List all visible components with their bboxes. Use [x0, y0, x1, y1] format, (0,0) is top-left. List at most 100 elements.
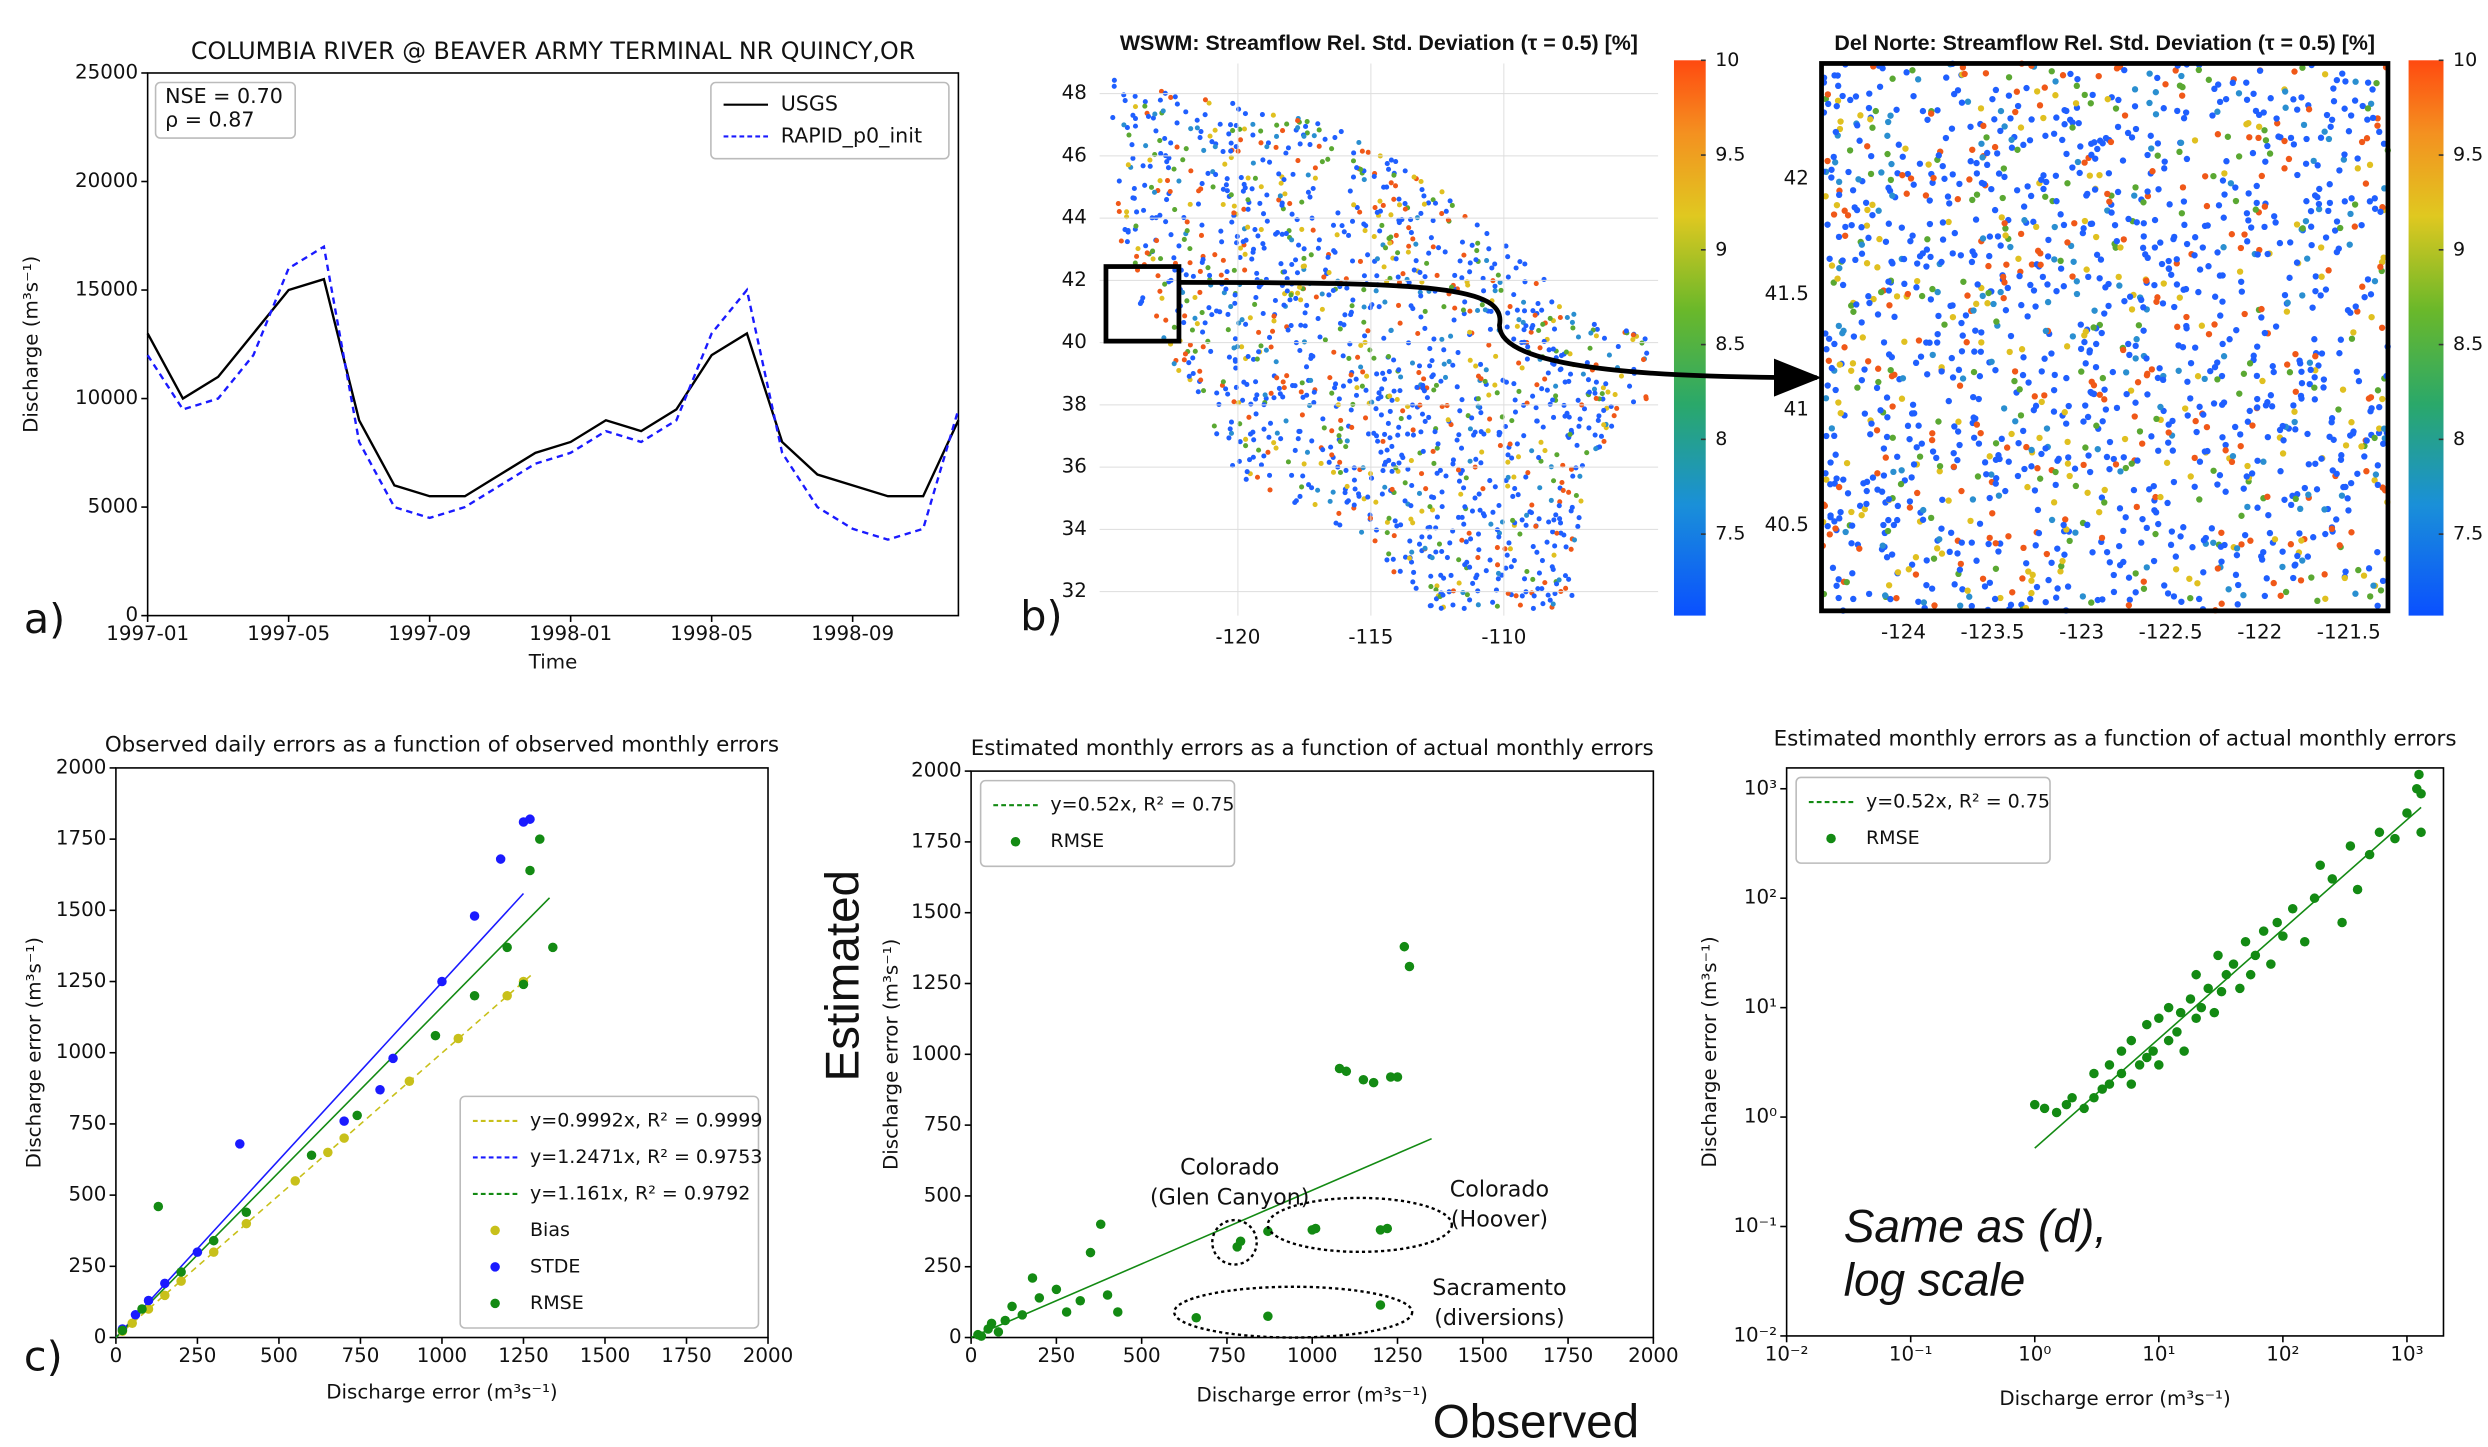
- map-dot: [2312, 288, 2318, 294]
- map-dot: [1238, 439, 1243, 444]
- map-dot: [1309, 438, 1314, 443]
- map-dot: [2196, 404, 2202, 410]
- map-dot: [2144, 152, 2150, 158]
- map-dot: [2278, 593, 2284, 599]
- map-dot: [1564, 544, 1569, 549]
- map-dot: [1435, 273, 1440, 278]
- map-dot: [2141, 586, 2147, 592]
- scatter-point: [160, 1279, 170, 1289]
- map-dot: [1188, 126, 1193, 131]
- map-dot: [2019, 575, 2025, 581]
- map-dot: [2331, 98, 2337, 104]
- map-dot: [2372, 278, 2378, 284]
- map-dot: [1254, 271, 1259, 276]
- map-dot: [1480, 486, 1485, 491]
- map-dot: [1520, 517, 1525, 522]
- map-dot: [1515, 308, 1520, 313]
- map-dot: [2325, 208, 2331, 214]
- map-dot: [1945, 497, 1951, 503]
- map-dot: [1985, 541, 1991, 547]
- map-dot: [1329, 146, 1334, 151]
- map-dot: [2162, 159, 2168, 165]
- map-dot: [1338, 326, 1343, 331]
- map-dot: [1574, 493, 1579, 498]
- map-dot: [1196, 202, 1201, 207]
- map-dot: [1502, 546, 1507, 551]
- map-dot: [1242, 268, 1247, 273]
- map-dot: [2320, 384, 2326, 390]
- map-dot: [2305, 492, 2311, 498]
- annotation: Colorado: [1450, 1176, 1549, 1202]
- legend-label: y=0.9992x, R² = 0.9999: [530, 1109, 762, 1131]
- map-dot: [2338, 452, 2344, 458]
- map-dot: [1530, 323, 1535, 328]
- map-dot: [1271, 440, 1276, 445]
- colorbar-label: 9.5: [2453, 144, 2483, 166]
- scatter-point: [339, 1116, 349, 1126]
- map-dot: [2308, 574, 2314, 580]
- map-dot: [1956, 181, 1962, 187]
- map-dot: [1943, 135, 1949, 141]
- map-dot: [2303, 218, 2309, 224]
- map-dot: [1117, 209, 1122, 214]
- map-dot: [1245, 469, 1250, 474]
- map-dot: [1433, 549, 1438, 554]
- map-dot: [2221, 191, 2227, 197]
- map-dot: [1381, 336, 1386, 341]
- map-dot: [1130, 156, 1135, 161]
- map-dot: [1271, 395, 1276, 400]
- map-dot: [1456, 557, 1461, 562]
- map-dot: [2359, 284, 2365, 290]
- stats-text: ρ = 0.87: [165, 108, 254, 132]
- map-dot: [1279, 181, 1284, 186]
- map-dot: [1433, 201, 1438, 206]
- map-dot: [1535, 301, 1540, 306]
- map-dot: [1495, 604, 1500, 609]
- x-axis-label: Discharge error (m³s⁻¹): [326, 1381, 557, 1404]
- map-dot: [2369, 86, 2375, 92]
- map-dot: [1238, 137, 1243, 142]
- map-dot: [2014, 147, 2020, 153]
- map-dot: [1557, 304, 1562, 309]
- map-dot: [2354, 155, 2360, 161]
- map-dot: [2099, 535, 2105, 541]
- map-dot: [2296, 530, 2302, 536]
- map-dot: [1116, 201, 1121, 206]
- map-dot: [1395, 397, 1400, 402]
- map-dot: [1388, 212, 1393, 217]
- scatter-point: [2414, 770, 2424, 780]
- map-dot: [1901, 256, 1907, 262]
- map-dot: [1886, 302, 1892, 308]
- map-dot: [2108, 139, 2114, 145]
- map-dot: [1552, 543, 1557, 548]
- map-dot: [1829, 365, 1835, 371]
- map-dot: [2073, 483, 2079, 489]
- map-dot: [2192, 484, 2198, 490]
- map-dot: [2039, 399, 2045, 405]
- scatter-point: [2266, 959, 2276, 969]
- map-dot: [1888, 259, 1894, 265]
- map-dot: [2195, 289, 2201, 295]
- map-dot: [2192, 418, 2198, 424]
- scatter-point: [2327, 874, 2337, 884]
- map-dot: [1876, 236, 1882, 242]
- map-dot: [1250, 430, 1255, 435]
- map-dot: [2192, 344, 2198, 350]
- map-dot: [1836, 179, 1842, 185]
- map-dot: [1365, 328, 1370, 333]
- map-dot: [1320, 416, 1325, 421]
- map-dot: [1305, 450, 1310, 455]
- map-dot: [1920, 507, 1926, 513]
- legend-label: y=0.52x, R² = 0.75: [1050, 794, 1234, 816]
- map-dot: [2001, 174, 2007, 180]
- scatter-point: [2089, 1069, 2099, 1079]
- map-dot: [2344, 495, 2350, 501]
- map-dot: [1328, 445, 1333, 450]
- map-dot: [1260, 112, 1265, 117]
- map-dot: [1545, 388, 1550, 393]
- map-dot: [2028, 590, 2034, 596]
- map-dot: [1958, 252, 1964, 258]
- x-tick-label: 250: [1037, 1344, 1075, 1367]
- map-dot: [1616, 344, 1621, 349]
- map-dot: [1980, 293, 1986, 299]
